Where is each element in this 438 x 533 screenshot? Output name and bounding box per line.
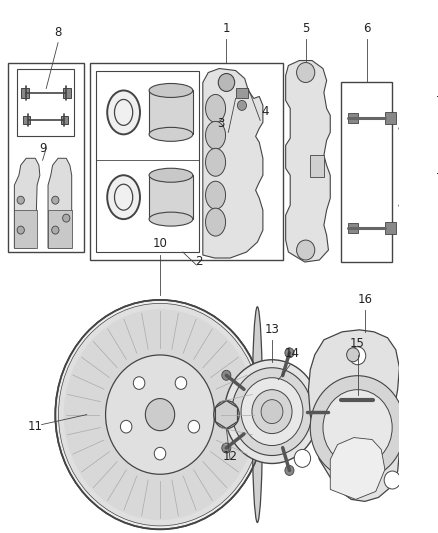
Polygon shape: [14, 158, 40, 248]
Text: 6: 6: [363, 22, 371, 35]
Circle shape: [17, 226, 25, 234]
Bar: [341, 83, 392, 262]
Text: 9: 9: [39, 142, 46, 155]
Text: 12: 12: [223, 450, 238, 464]
Circle shape: [219, 407, 234, 423]
Circle shape: [241, 378, 303, 446]
Polygon shape: [203, 69, 263, 258]
Bar: [385, 112, 396, 124]
Polygon shape: [48, 158, 72, 248]
Circle shape: [63, 214, 70, 222]
Circle shape: [310, 376, 405, 480]
Circle shape: [58, 303, 261, 526]
Polygon shape: [308, 330, 399, 502]
Circle shape: [237, 100, 247, 110]
Bar: [14, 210, 37, 248]
Circle shape: [324, 407, 333, 417]
Circle shape: [17, 196, 25, 204]
Circle shape: [384, 471, 401, 489]
Ellipse shape: [205, 122, 226, 149]
Text: 1: 1: [223, 22, 230, 35]
Bar: [236, 88, 248, 99]
Circle shape: [222, 443, 231, 453]
Bar: [63, 88, 71, 99]
Ellipse shape: [252, 307, 263, 522]
Circle shape: [64, 309, 256, 520]
Circle shape: [133, 377, 145, 390]
Text: 10: 10: [152, 237, 167, 250]
Ellipse shape: [107, 175, 140, 219]
Circle shape: [55, 300, 265, 529]
Bar: [61, 116, 68, 124]
Text: 11: 11: [28, 419, 43, 433]
Circle shape: [225, 360, 319, 464]
Circle shape: [52, 226, 59, 234]
Bar: [149, 91, 193, 134]
Circle shape: [285, 465, 294, 475]
Circle shape: [120, 421, 132, 433]
Circle shape: [106, 355, 215, 474]
Ellipse shape: [149, 212, 193, 226]
Bar: [21, 88, 29, 99]
Polygon shape: [330, 438, 385, 499]
Circle shape: [429, 199, 438, 211]
Bar: [399, 123, 409, 133]
Text: 4: 4: [261, 106, 268, 118]
Circle shape: [285, 348, 294, 358]
Circle shape: [218, 74, 235, 92]
Circle shape: [188, 421, 200, 433]
Ellipse shape: [149, 127, 193, 141]
Polygon shape: [364, 387, 382, 411]
Text: 7: 7: [436, 95, 438, 108]
Text: 8: 8: [54, 26, 62, 38]
Circle shape: [154, 447, 166, 460]
Text: 13: 13: [265, 323, 279, 336]
Ellipse shape: [205, 208, 226, 236]
Circle shape: [350, 347, 366, 365]
Text: 7: 7: [436, 172, 438, 185]
Bar: [48, 210, 72, 248]
Polygon shape: [215, 401, 237, 429]
Polygon shape: [286, 61, 330, 262]
Bar: [310, 155, 324, 177]
Bar: [17, 69, 74, 136]
Text: 5: 5: [302, 22, 309, 35]
Ellipse shape: [205, 181, 226, 209]
Bar: [349, 223, 357, 233]
Bar: [8, 62, 85, 252]
Circle shape: [297, 240, 315, 260]
Circle shape: [297, 62, 315, 83]
Circle shape: [214, 401, 239, 429]
Circle shape: [145, 399, 175, 431]
Bar: [349, 114, 357, 123]
Ellipse shape: [149, 84, 193, 98]
Bar: [149, 175, 193, 219]
Circle shape: [323, 390, 392, 465]
Circle shape: [261, 400, 283, 424]
Text: 3: 3: [217, 117, 225, 131]
Circle shape: [252, 390, 292, 433]
Circle shape: [52, 196, 59, 204]
Bar: [22, 116, 30, 124]
Text: 15: 15: [350, 337, 365, 350]
Ellipse shape: [149, 168, 193, 182]
Circle shape: [232, 368, 312, 456]
Bar: [90, 62, 283, 260]
Text: 16: 16: [357, 293, 372, 306]
Text: 2: 2: [195, 255, 203, 268]
Circle shape: [175, 377, 187, 390]
Text: 14: 14: [285, 347, 300, 360]
Bar: [96, 70, 199, 252]
Circle shape: [429, 123, 438, 134]
Bar: [399, 200, 409, 210]
Bar: [385, 222, 396, 234]
Circle shape: [222, 370, 231, 380]
Ellipse shape: [205, 148, 226, 176]
Ellipse shape: [205, 94, 226, 123]
Circle shape: [346, 348, 360, 362]
Circle shape: [294, 449, 311, 467]
Ellipse shape: [107, 91, 140, 134]
